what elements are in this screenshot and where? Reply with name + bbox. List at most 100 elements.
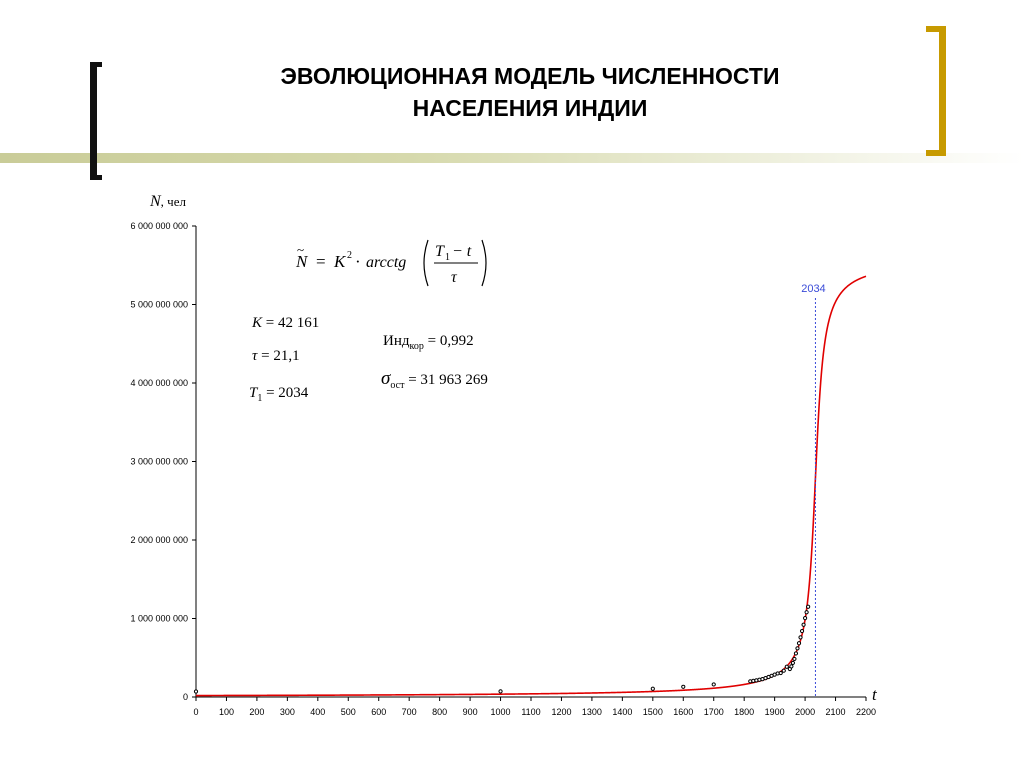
x-tick-label: 300 (280, 707, 295, 717)
data-point (806, 604, 811, 609)
param-sigma-sub: ост (390, 380, 405, 391)
x-tick-label: 1500 (643, 707, 663, 717)
param-t1-label: T (249, 385, 258, 401)
x-tick-label: 800 (432, 707, 447, 717)
param-sigma-label: σ (381, 368, 391, 389)
year-marker: 2034 (801, 283, 826, 697)
decorative-bar (0, 153, 1024, 163)
formula-tilde: ~ (297, 242, 304, 257)
formula-svg: N ~ = K 2 · arcctg T 1 − t τ (295, 239, 487, 287)
x-tick-label: 2100 (826, 707, 846, 717)
formula-k: K (333, 252, 347, 271)
param-ind-value: = 0,992 (427, 333, 474, 349)
y-axis-label: N, чел (149, 193, 186, 210)
title-line-2: НАСЕЛЕНИЯ ИНДИИ (412, 95, 648, 121)
data-point (790, 660, 796, 666)
param-ind: Индкор = 0,992 (383, 333, 474, 352)
data-point (650, 686, 655, 691)
x-tick-label: 900 (463, 707, 478, 717)
x-tick-label: 0 (193, 707, 198, 717)
x-tick-label: 700 (402, 707, 417, 717)
param-tau-label: τ (252, 348, 258, 364)
formula-num-t: T (435, 243, 445, 260)
formula-eq: = (316, 252, 326, 271)
data-point (804, 610, 809, 615)
param-t1-value: = 2034 (266, 385, 309, 401)
x-tick-label: 1400 (612, 707, 632, 717)
left-bracket-decoration (90, 62, 102, 180)
y-tick-label: 2 000 000 000 (130, 535, 188, 545)
y-tick-label: 5 000 000 000 (130, 300, 188, 310)
param-k: K = 42 161 (252, 315, 319, 332)
x-axis-label: t (872, 685, 878, 704)
data-point (681, 684, 686, 689)
x-tick-label: 1700 (704, 707, 724, 717)
x-tick-label: 600 (371, 707, 386, 717)
data-point (498, 689, 503, 694)
param-ind-label: Инд (383, 333, 410, 349)
y-axis-unit: , чел (161, 194, 187, 209)
x-tick-label: 400 (310, 707, 325, 717)
x-tick-label: 1000 (491, 707, 511, 717)
param-tau-value: = 21,1 (261, 348, 300, 364)
data-point (796, 641, 802, 646)
data-point (781, 668, 786, 673)
param-t1-sub: 1 (257, 393, 263, 404)
param-sigma-value: = 31 963 269 (408, 372, 488, 388)
data-point (795, 646, 800, 651)
x-tick-label: 1200 (551, 707, 571, 717)
param-ind-sub: кор (409, 341, 424, 352)
model-curve (196, 275, 867, 697)
param-k-label: K (252, 315, 263, 331)
param-t1: T1 = 2034 (249, 385, 308, 404)
y-tick-label: 1 000 000 000 (130, 614, 188, 624)
formula-num-sub: 1 (445, 252, 450, 263)
data-point (799, 628, 805, 634)
x-tick-label: 500 (341, 707, 356, 717)
observed-points (193, 604, 811, 694)
data-point (778, 670, 783, 676)
model-formula: N ~ = K 2 · arcctg T 1 − t τ (292, 234, 502, 299)
x-tick-label: 1100 (521, 707, 540, 717)
formula-lhs: N (295, 252, 309, 271)
formula-den: τ (451, 269, 458, 286)
data-point (784, 664, 789, 669)
data-point (798, 635, 803, 640)
formula-paren-right (481, 239, 487, 287)
param-sigma: σост = 31 963 269 (381, 368, 488, 391)
y-tick-label: 3 000 000 000 (130, 457, 188, 467)
formula-k-exp: 2 (347, 250, 352, 261)
x-tick-label: 2000 (795, 707, 815, 717)
x-tick-label: 100 (219, 707, 234, 717)
page-title: ЭВОЛЮЦИОННАЯ МОДЕЛЬ ЧИСЛЕННОСТИ НАСЕЛЕНИ… (190, 60, 870, 124)
title-line-1: ЭВОЛЮЦИОННАЯ МОДЕЛЬ ЧИСЛЕННОСТИ (280, 63, 780, 89)
x-tick-label: 1300 (582, 707, 602, 717)
formula-num-minus: − t (452, 243, 472, 260)
data-point (801, 622, 806, 627)
y-axis-symbol: N (149, 193, 162, 210)
param-tau: τ = 21,1 (252, 348, 300, 365)
data-point (711, 682, 716, 687)
param-k-value: = 42 161 (265, 315, 320, 331)
marker-label: 2034 (801, 283, 825, 295)
data-point (793, 651, 799, 656)
data-point (789, 664, 794, 669)
model-curve-group (196, 275, 867, 697)
formula-dot: · (355, 252, 361, 271)
y-tick-label: 4 000 000 000 (130, 378, 188, 388)
y-tick-label: 0 (183, 692, 188, 702)
chart-ticks: 0 1 000 000 000 2 000 000 000 3 000 000 000… (130, 221, 876, 717)
formula-paren-left (423, 239, 429, 287)
x-tick-label: 1600 (673, 707, 693, 717)
x-tick-label: 1800 (734, 707, 754, 717)
data-point (193, 689, 199, 694)
x-tick-label: 200 (249, 707, 264, 717)
right-bracket-decoration (926, 26, 946, 156)
data-point (792, 656, 797, 662)
x-tick-label: 2200 (856, 707, 876, 717)
data-point (802, 616, 808, 621)
y-tick-label: 6 000 000 000 (130, 221, 188, 231)
x-tick-label: 1900 (765, 707, 785, 717)
formula-func: arcctg (366, 254, 406, 271)
